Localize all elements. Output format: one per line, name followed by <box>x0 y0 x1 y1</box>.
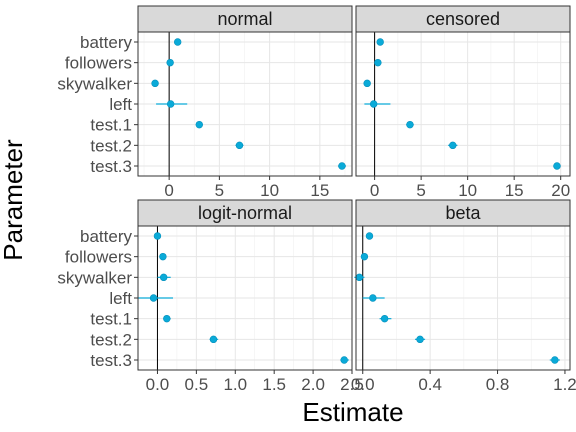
data-point <box>235 141 244 150</box>
data-point <box>449 141 457 150</box>
data-point <box>340 356 348 364</box>
data-point <box>166 58 174 67</box>
panel-strip-title: normal <box>217 9 272 29</box>
y-tick-label: battery <box>80 33 132 52</box>
data-point <box>363 79 371 88</box>
y-tick-label: test.2 <box>90 136 132 155</box>
x-tick-label: 20 <box>551 181 570 200</box>
x-tick-label: 15 <box>505 181 524 200</box>
panel-strip-title: beta <box>445 203 481 223</box>
panels-layer: normalbatteryfollowersskywalkerlefttest.… <box>57 5 576 394</box>
data-point <box>159 252 167 261</box>
x-tick-label: 0 <box>164 181 173 200</box>
data-point <box>195 120 203 129</box>
x-tick-label: 15 <box>310 181 329 200</box>
data-point <box>166 100 175 108</box>
data-point <box>553 162 561 170</box>
y-tick-label: skywalker <box>57 268 132 287</box>
data-point <box>163 314 171 323</box>
panel-strip <box>355 199 571 227</box>
x-tick-label: 1.5 <box>262 375 286 394</box>
panel-strip-title: logit-normal <box>198 203 292 223</box>
y-tick-label: battery <box>80 227 132 246</box>
data-point <box>153 232 162 240</box>
y-tick-label: skywalker <box>57 74 132 93</box>
y-tick-label: left <box>109 289 132 308</box>
data-point <box>151 79 159 88</box>
panel-strip <box>355 5 571 33</box>
panel-censored: censored 0 5 10 15 20 <box>355 5 571 200</box>
x-axis-title: Estimate <box>302 397 403 427</box>
data-point <box>149 294 158 302</box>
y-tick-label: followers <box>65 248 132 267</box>
data-point <box>369 100 378 108</box>
x-tick-label: 1.2 <box>553 375 576 394</box>
panel-strip <box>137 5 353 33</box>
data-point <box>380 314 389 323</box>
data-point <box>376 38 384 46</box>
y-tick-label: left <box>109 95 132 114</box>
x-tick-label: 0.5 <box>185 375 209 394</box>
x-tick-label: 10 <box>458 181 477 200</box>
data-point <box>338 162 346 170</box>
y-tick-label: followers <box>65 54 132 73</box>
panel-beta: beta 0.0 0.4 0.8 1.2 <box>351 199 576 394</box>
x-tick-label: 0 <box>370 181 379 200</box>
panel-strip <box>137 199 353 227</box>
y-tick-label: test.2 <box>90 330 132 349</box>
data-point <box>360 252 369 261</box>
y-axis-title: Parameter <box>0 139 28 261</box>
x-tick-label: 1.0 <box>223 375 247 394</box>
x-tick-label: 0.0 <box>146 375 170 394</box>
x-tick-label: 0.8 <box>486 375 510 394</box>
panel-border <box>355 31 571 177</box>
x-tick-label: 0.0 <box>351 375 375 394</box>
data-point <box>355 273 364 282</box>
y-tick-label: test.1 <box>90 310 132 329</box>
x-tick-label: 2.0 <box>301 375 325 394</box>
x-tick-label: 5 <box>215 181 224 200</box>
data-point <box>406 120 414 129</box>
y-tick-label: test.1 <box>90 116 132 135</box>
data-point <box>365 232 374 240</box>
x-tick-label: 2.5 <box>340 375 364 394</box>
data-point <box>416 335 424 344</box>
data-point <box>159 273 168 282</box>
y-tick-label: test.3 <box>90 351 132 370</box>
data-point <box>369 294 377 302</box>
data-point <box>374 58 382 67</box>
data-point <box>551 356 559 364</box>
x-tick-label: 10 <box>260 181 279 200</box>
x-tick-label: 5 <box>416 181 425 200</box>
panel-border <box>355 225 571 371</box>
data-point <box>173 38 182 46</box>
x-tick-label: 0.4 <box>418 375 442 394</box>
y-tick-label: test.3 <box>90 157 132 176</box>
panel-strip-title: censored <box>426 9 500 29</box>
data-point <box>209 335 218 344</box>
